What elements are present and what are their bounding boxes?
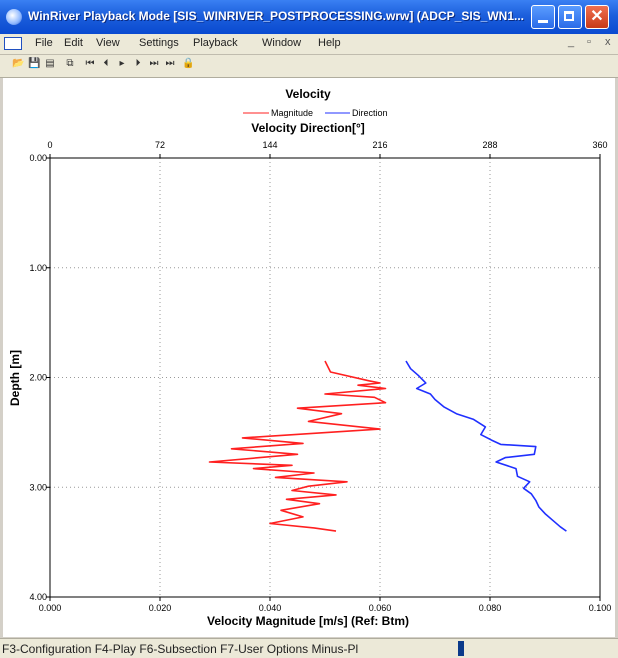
status-bar: F3-Configuration F4-Play F6-Subsection F… — [0, 638, 618, 658]
y-tick-label: 4.00 — [29, 592, 47, 602]
maximize-icon — [564, 11, 574, 21]
lock-icon[interactable]: 🔒 — [182, 58, 195, 69]
window-titlebar[interactable]: WinRiver Playback Mode [SIS_WINRIVER_POS… — [0, 0, 618, 34]
minimize-icon — [538, 20, 548, 23]
top-tick-label: 288 — [482, 140, 497, 150]
next-icon[interactable]: ⏵ — [135, 58, 141, 69]
legend-direction-label: Direction — [352, 108, 388, 118]
y-tick-label: 3.00 — [29, 482, 47, 492]
bottom-axis-ticks: 0.000 0.020 0.040 0.060 0.080 0.100 — [39, 597, 612, 613]
bottom-tick-label: 0.100 — [589, 603, 612, 613]
plot-frame — [49, 157, 601, 598]
top-tick-label: 216 — [372, 140, 387, 150]
mdi-close-button[interactable]: x — [605, 36, 611, 48]
copy-icon[interactable]: ⧉ — [66, 58, 74, 69]
menu-view[interactable]: View — [96, 37, 120, 49]
winriver-app-icon[interactable] — [6, 9, 22, 25]
bottom-axis-label: Velocity Magnitude [m/s] (Ref: Btm) — [207, 614, 409, 628]
step-icon[interactable]: ⏭ — [149, 58, 159, 69]
menu-playback[interactable]: Playback — [193, 37, 238, 49]
menu-window[interactable]: Window — [262, 37, 302, 49]
menu-edit[interactable]: Edit — [64, 37, 83, 49]
play-icon[interactable]: ▸ — [119, 58, 125, 69]
y-tick-label: 2.00 — [29, 373, 47, 383]
y-axis-label: Depth [m] — [8, 350, 22, 406]
top-axis-label: Velocity Direction[°] — [251, 121, 365, 135]
series-direction-line — [405, 360, 567, 532]
velocity-chart: Velocity Magnitude Direction Velocity Di… — [8, 87, 612, 628]
top-tick-label: 144 — [262, 140, 277, 150]
top-tick-label: 72 — [155, 140, 165, 150]
status-cursor — [458, 641, 464, 656]
plot-area: Velocity Magnitude Direction Velocity Di… — [3, 78, 615, 637]
bottom-tick-label: 0.060 — [369, 603, 392, 613]
toolbar: 📂 💾 ▤ ⧉ ⏮ ⏴ ▸ ⏵ ⏭ ⏭ 🔒 — [0, 55, 618, 78]
y-axis-ticks: 0.00 1.00 2.00 3.00 4.00 — [29, 153, 50, 602]
chart-title: Velocity — [285, 87, 331, 101]
series-magnitude-line — [208, 360, 387, 532]
close-icon: ✕ — [590, 8, 604, 25]
y-tick-label: 1.00 — [29, 263, 47, 273]
legend-magnitude-label: Magnitude — [271, 108, 313, 118]
menu-bar: File Edit View Settings Playback Window … — [0, 34, 618, 55]
maximize-button[interactable] — [558, 5, 582, 29]
y-tick-label: 0.00 — [29, 153, 47, 163]
chart-grid — [50, 158, 600, 597]
first-icon[interactable]: ⏮ — [85, 58, 95, 69]
mdi-minimize-button[interactable]: _ — [568, 36, 575, 48]
menu-file[interactable]: File — [35, 37, 53, 49]
top-tick-label: 360 — [592, 140, 607, 150]
open-icon[interactable]: 📂 — [12, 58, 25, 69]
mdi-restore-button[interactable]: ▫ — [587, 36, 591, 48]
save-icon[interactable]: 💾 — [28, 58, 41, 69]
bottom-tick-label: 0.020 — [149, 603, 172, 613]
bottom-tick-label: 0.080 — [479, 603, 502, 613]
close-button[interactable]: ✕ — [585, 5, 609, 29]
top-axis-ticks: 0 72 144 216 288 360 — [47, 140, 608, 158]
window-title: WinRiver Playback Mode [SIS_WINRIVER_POS… — [28, 9, 525, 23]
menu-help[interactable]: Help — [318, 37, 341, 49]
prev-icon[interactable]: ⏴ — [103, 58, 109, 69]
minimize-button[interactable] — [531, 5, 555, 29]
chart-series — [208, 360, 567, 532]
document-icon[interactable] — [4, 37, 22, 50]
menu-settings[interactable]: Settings — [139, 37, 179, 49]
bottom-tick-label: 0.000 — [39, 603, 62, 613]
last-icon[interactable]: ⏭ — [165, 58, 175, 69]
bottom-tick-label: 0.040 — [259, 603, 282, 613]
status-text: F3-Configuration F4-Play F6-Subsection F… — [2, 642, 359, 656]
properties-icon[interactable]: ▤ — [45, 58, 55, 69]
top-tick-label: 0 — [47, 140, 52, 150]
